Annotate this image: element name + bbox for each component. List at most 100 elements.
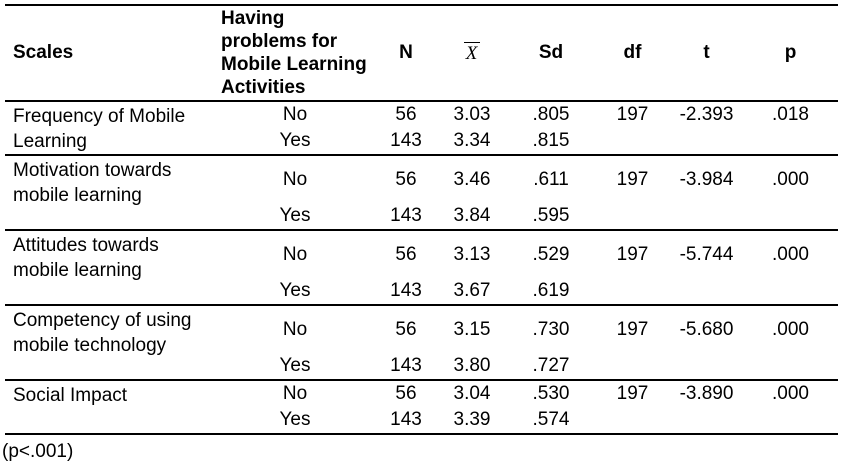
empty-cell	[743, 407, 838, 434]
scale-name: Attitudes towards mobile learning	[13, 235, 159, 281]
mean-value: 3.67	[453, 280, 491, 301]
mean-value: 3.46	[453, 168, 491, 190]
sd-value: .530	[532, 383, 570, 404]
empty-cell	[670, 353, 743, 380]
df-value: 197	[616, 243, 649, 265]
p-value: .000	[772, 243, 809, 265]
empty-cell	[743, 203, 838, 230]
problem-label: No	[282, 318, 308, 340]
table-row: Yes 143 3.67 .619	[5, 278, 838, 305]
t-value: -3.890	[679, 383, 734, 404]
table-group-competency: Competency of using mobile technology No…	[5, 305, 838, 380]
sd-value: .595	[532, 205, 570, 226]
problem-label: No	[282, 104, 308, 125]
column-header-mean: X	[437, 5, 507, 101]
table-header: Scales Having problems for Mobile Learni…	[5, 5, 838, 101]
empty-cell	[743, 128, 838, 155]
mean-value: 3.15	[453, 318, 491, 340]
n-value: 143	[390, 355, 422, 376]
table-row: Motivation towards mobile learning No 56…	[5, 155, 838, 206]
significance-footnote: (p<.001)	[2, 441, 74, 462]
mean-value: 3.13	[453, 243, 491, 265]
sd-value: .574	[532, 409, 570, 430]
table-group-social-impact: Social Impact No 56 3.04 .530 197 -3.890…	[5, 380, 838, 434]
problem-label: No	[282, 168, 308, 190]
empty-cell	[743, 278, 838, 305]
sd-value: .805	[532, 104, 570, 125]
table-row: Social Impact No 56 3.04 .530 197 -3.890…	[5, 380, 838, 407]
n-value: 143	[390, 205, 422, 226]
n-value: 56	[395, 243, 417, 265]
t-value: -5.680	[679, 318, 734, 340]
table-row: Yes 143 3.34 .815	[5, 128, 838, 155]
n-value: 56	[395, 104, 417, 125]
empty-cell	[670, 128, 743, 155]
n-value: 56	[395, 168, 417, 190]
scale-name: Frequency of Mobile Learning	[13, 106, 186, 152]
empty-cell	[670, 407, 743, 434]
sd-value: .815	[532, 130, 570, 151]
table-group-frequency: Frequency of Mobile Learning No 56 3.03 …	[5, 101, 838, 155]
sd-value: .730	[532, 318, 570, 340]
table-row: Competency of using mobile technology No…	[5, 305, 838, 356]
table-group-attitudes: Attitudes towards mobile learning No 56 …	[5, 230, 838, 305]
mean-value: 3.03	[453, 104, 491, 125]
mean-value: 3.34	[453, 130, 491, 151]
p-value: .000	[772, 168, 809, 190]
table-row: Frequency of Mobile Learning No 56 3.03 …	[5, 101, 838, 152]
df-value: 197	[616, 383, 649, 404]
mean-value: 3.84	[453, 205, 491, 226]
p-value: .018	[772, 104, 809, 125]
problem-label: No	[282, 383, 308, 404]
scale-name: Social Impact	[13, 385, 128, 406]
mean-value: 3.39	[453, 409, 491, 430]
empty-cell	[670, 203, 743, 230]
mean-value: 3.04	[453, 383, 491, 404]
n-value: 143	[390, 130, 422, 151]
t-value: -3.984	[679, 168, 734, 190]
table-group-motivation: Motivation towards mobile learning No 56…	[5, 155, 838, 230]
empty-cell	[595, 353, 670, 380]
sd-value: .727	[532, 355, 570, 376]
p-value: .000	[772, 383, 809, 404]
sd-value: .529	[532, 243, 570, 265]
empty-cell	[595, 203, 670, 230]
column-header-p: p	[784, 42, 797, 63]
t-test-results-table: Scales Having problems for Mobile Learni…	[5, 4, 838, 435]
table-row: Yes 143 3.80 .727	[5, 353, 838, 380]
n-value: 56	[395, 383, 417, 404]
sd-value: .619	[532, 280, 570, 301]
t-value: -5.744	[679, 243, 734, 265]
x-bar-symbol: X	[463, 41, 481, 63]
sd-value: .611	[533, 168, 569, 190]
scale-name: Competency of using mobile technology	[13, 310, 192, 356]
df-value: 197	[616, 168, 649, 190]
mean-value: 3.80	[453, 355, 491, 376]
problem-label: Yes	[279, 409, 311, 430]
empty-cell	[670, 278, 743, 305]
column-header-t: t	[703, 42, 710, 63]
column-header-n: N	[399, 42, 413, 63]
df-value: 197	[616, 318, 649, 340]
problem-label: Yes	[279, 280, 311, 301]
p-value: .000	[772, 318, 809, 340]
column-header-df: df	[623, 42, 642, 63]
t-value: -2.393	[679, 104, 734, 125]
empty-cell	[595, 128, 670, 155]
scale-name: Motivation towards mobile learning	[13, 160, 172, 206]
column-header-sd: Sd	[538, 42, 564, 63]
df-value: 197	[616, 104, 649, 125]
n-value: 143	[390, 409, 422, 430]
table-row: Yes 143 3.39 .574	[5, 407, 838, 434]
column-header-scales: Scales	[13, 42, 74, 63]
n-value: 56	[395, 318, 417, 340]
empty-cell	[595, 278, 670, 305]
problem-label: Yes	[279, 205, 311, 226]
column-header-problems: Having problems for Mobile Learning Acti…	[221, 8, 367, 98]
n-value: 143	[390, 280, 422, 301]
empty-cell	[743, 353, 838, 380]
problem-label: No	[282, 243, 308, 265]
header-row: Scales Having problems for Mobile Learni…	[5, 5, 838, 101]
problem-label: Yes	[279, 355, 311, 376]
